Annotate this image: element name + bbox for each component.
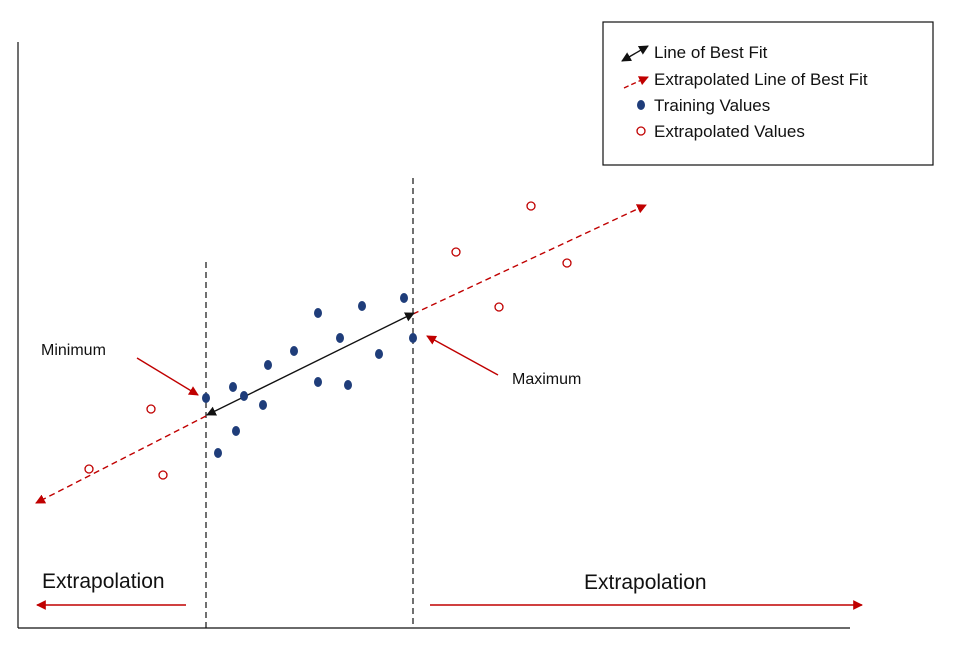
extrapolated-point — [146, 404, 156, 414]
extrapolated-point — [494, 302, 504, 312]
training-point — [314, 308, 322, 318]
filled-dot-icon — [637, 100, 645, 110]
extrapolated-point — [562, 258, 572, 268]
extrapolated-line-right — [412, 204, 647, 315]
legend: Line of Best Fit Extrapolated Line of Be… — [602, 21, 934, 166]
extrapolated-line-left — [35, 415, 207, 504]
maximum-label: Maximum — [512, 371, 581, 388]
training-point — [259, 400, 267, 410]
training-point — [314, 377, 322, 387]
training-point — [375, 349, 383, 359]
training-point — [290, 346, 298, 356]
maximum-callout-arrow — [426, 335, 499, 376]
minimum-callout-arrow — [136, 357, 199, 396]
line-of-best-fit — [206, 312, 415, 416]
training-point — [240, 391, 248, 401]
hollow-circle-icon — [636, 126, 646, 136]
right-extrapolation-label: Extrapolation — [584, 571, 707, 594]
training-point — [336, 333, 344, 343]
dashed-arrow-icon — [623, 76, 649, 89]
training-point — [409, 333, 417, 343]
training-point — [214, 448, 222, 458]
training-point — [264, 360, 272, 370]
legend-label-extrapolated-line: Extrapolated Line of Best Fit — [654, 70, 868, 89]
extrapolated-values — [84, 201, 572, 480]
extrapolated-point — [84, 464, 94, 474]
extrapolated-point — [451, 247, 461, 257]
double-arrow-icon — [621, 45, 649, 62]
legend-box — [602, 21, 934, 166]
left-extrapolation-label: Extrapolation — [42, 570, 165, 593]
extrapolated-point — [158, 470, 168, 480]
minimum-label: Minimum — [41, 342, 106, 359]
training-values — [202, 293, 417, 458]
training-point — [400, 293, 408, 303]
legend-label-extrapolated-values: Extrapolated Values — [654, 122, 805, 141]
training-point — [229, 382, 237, 392]
training-point — [358, 301, 366, 311]
extrapolated-point — [526, 201, 536, 211]
legend-label-training-values: Training Values — [654, 96, 770, 115]
training-point — [202, 393, 210, 403]
training-point — [232, 426, 240, 436]
legend-label-line-of-best-fit: Line of Best Fit — [654, 43, 768, 62]
training-point — [344, 380, 352, 390]
